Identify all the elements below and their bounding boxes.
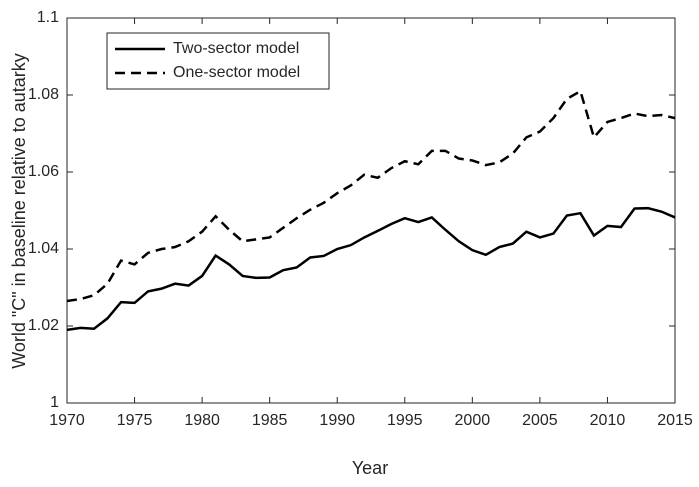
legend-box [106, 32, 330, 90]
y-tick-label: 1.08 [28, 86, 59, 103]
y-tick-label: 1.04 [28, 240, 59, 257]
x-tick-label: 2000 [455, 412, 491, 429]
x-tick-label: 2005 [522, 412, 558, 429]
x-tick-label: 2015 [657, 412, 693, 429]
y-tick-label: 1.06 [28, 163, 59, 180]
x-tick-label: 1990 [319, 412, 355, 429]
x-axis-label: Year [352, 458, 388, 478]
y-tick-label: 1 [50, 394, 59, 411]
x-tick-label: 1975 [117, 412, 153, 429]
x-tick-label: 1980 [184, 412, 220, 429]
x-tick-label: 1970 [49, 412, 85, 429]
y-tick-label: 1.02 [28, 317, 59, 334]
x-tick-label: 1985 [252, 412, 288, 429]
series-line [66, 89, 676, 303]
x-tick-label: 2010 [590, 412, 626, 429]
series-line [66, 206, 676, 332]
y-axis-label: World "C" in baseline relative to autark… [9, 53, 29, 369]
y-tick-label: 1.1 [37, 9, 59, 26]
legend-label: One-sector model [173, 64, 300, 81]
legend-label: Two-sector model [173, 40, 299, 57]
plot-frame [66, 17, 676, 404]
x-tick-label: 1995 [387, 412, 423, 429]
